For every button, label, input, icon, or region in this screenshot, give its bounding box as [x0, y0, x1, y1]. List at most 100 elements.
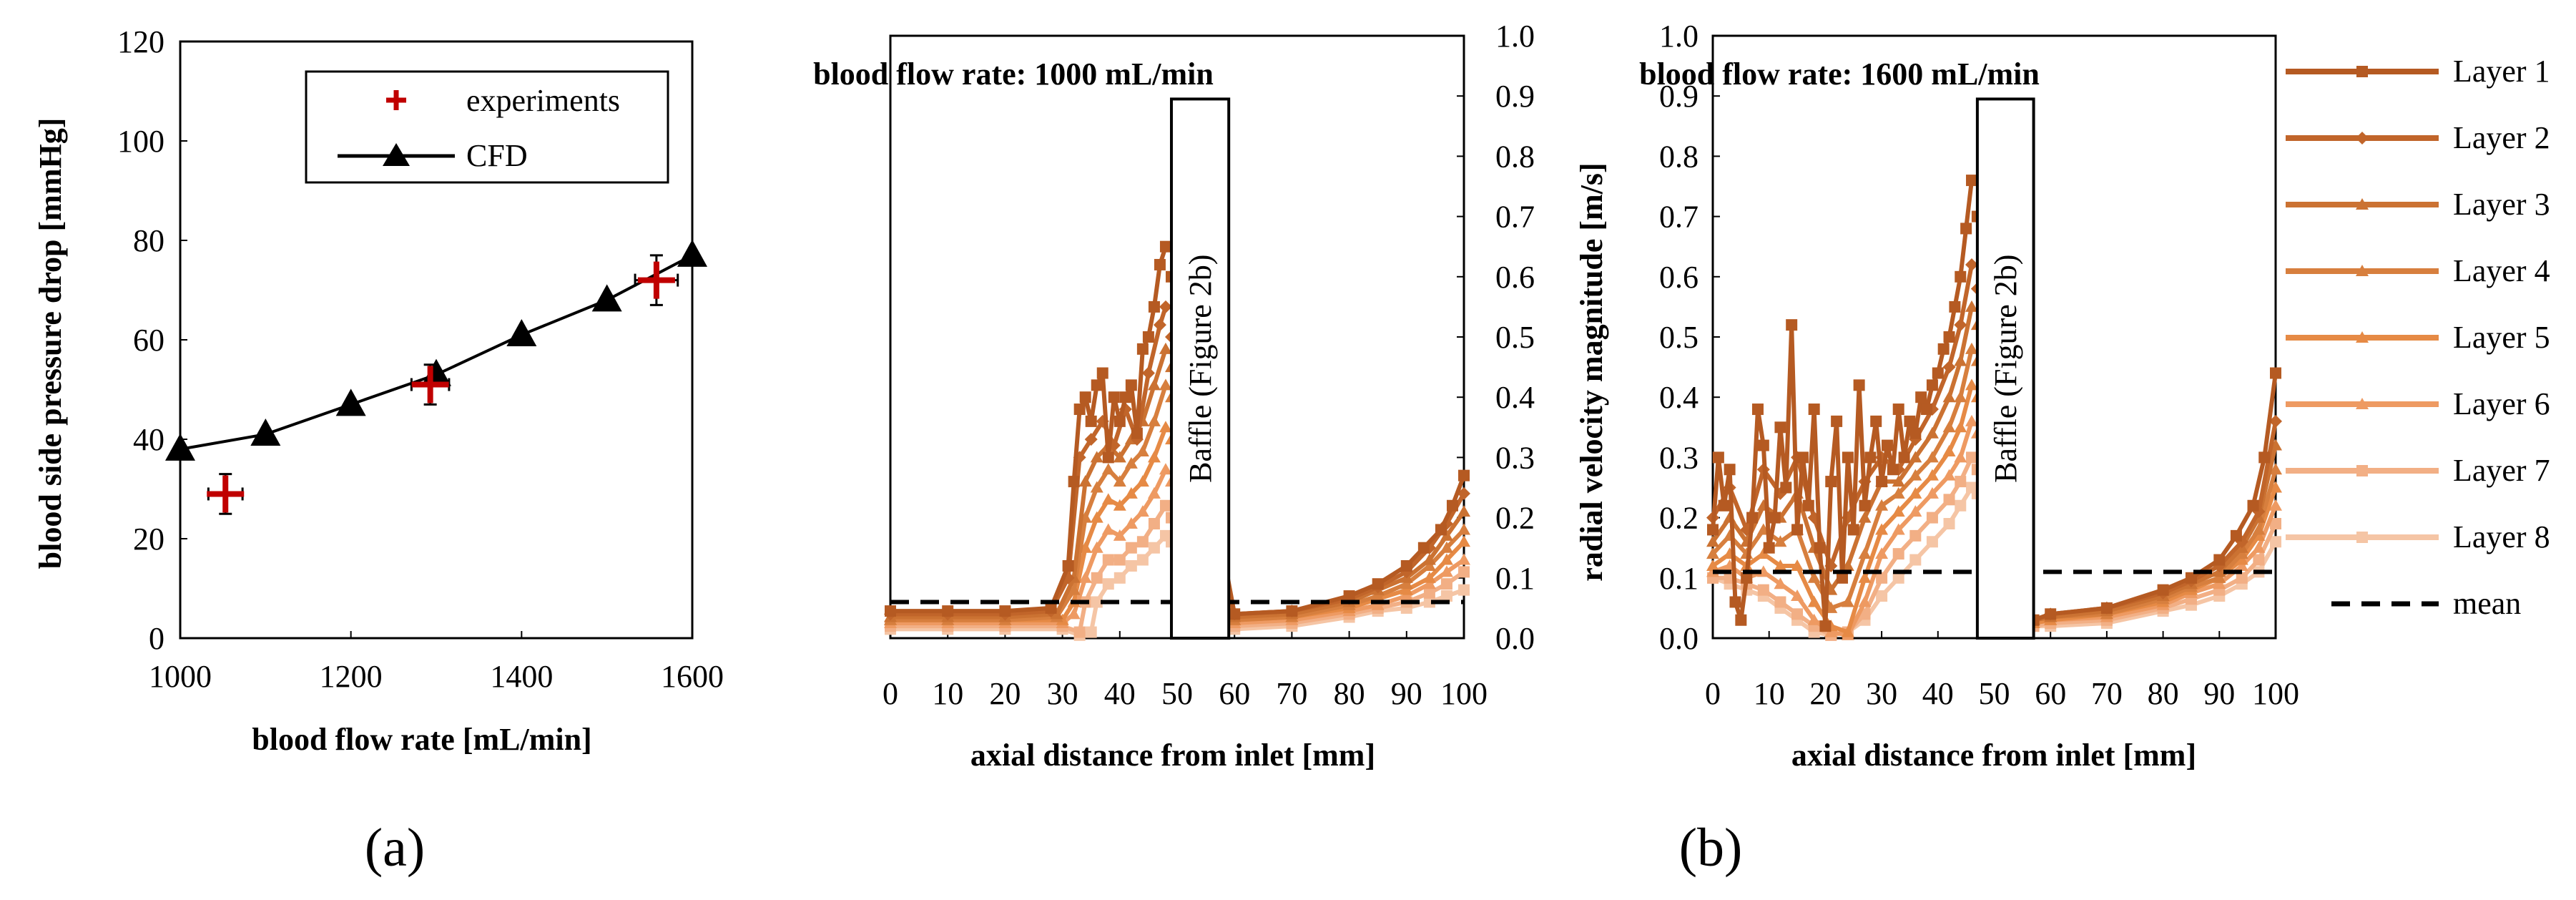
chart-b-1000-series-point	[1102, 554, 1114, 566]
chart-b-1000-series-point	[1458, 469, 1470, 481]
chart-b-1600-series-point	[1909, 554, 1922, 566]
chart-b-1600-series-point	[1763, 542, 1775, 554]
chart-b-1000-series-point	[1148, 518, 1160, 530]
chart-b-1000-series-point	[1067, 607, 1081, 620]
chart-b-1000-series-line	[890, 245, 1168, 614]
legend-layer-label: Layer 6	[2453, 386, 2550, 421]
chart-b-1000-series-point	[1119, 391, 1131, 403]
chart-b-1600-series-point	[1966, 451, 1978, 464]
chart-b-1000-series-point	[1125, 559, 1137, 572]
chart-b-1000-series-point	[1153, 318, 1166, 332]
chart-b-1600-ytick-label: 0.8	[1659, 139, 1699, 174]
chart-b-1000-series-point	[885, 605, 896, 617]
chart-b-1000-series-point	[1458, 584, 1470, 596]
chart-b-1000-series-point	[1125, 542, 1137, 554]
chart-b-1000-series-point	[1113, 451, 1126, 463]
chart-b-1000-series-point	[1457, 535, 1470, 547]
chart-b-1600-series-point	[1955, 476, 1967, 488]
chart-b-1600-series-point	[1909, 451, 1922, 463]
chart-b-1000-series-point	[1101, 523, 1115, 535]
chart-b-1000-series-line	[890, 426, 1168, 622]
chart-b-1000-series-point	[1124, 456, 1138, 469]
chart-b-1600-series-point	[1735, 614, 1747, 626]
chart-b-1000-series-point	[1102, 451, 1114, 464]
chart-b-1000-right-ytick-label: 0.6	[1495, 260, 1535, 295]
chart-b-1600-xtick-label: 0	[1705, 676, 1721, 711]
chart-b-1000-series-point	[1090, 451, 1103, 463]
chart-b-1600-series-point	[1746, 512, 1759, 524]
chart-b-1000-series-point	[1114, 554, 1126, 566]
chart-b-1000-series-point	[1078, 475, 1092, 487]
chart-b-1000-series-point	[1062, 559, 1074, 572]
chart-a-ytick-label: 80	[133, 223, 164, 258]
chart-b-1000-series-point	[1457, 553, 1470, 565]
chart-b-1600-xtick-label: 30	[1866, 676, 1897, 711]
chart-b-1000-series-point	[1440, 529, 1453, 541]
chart-b-1000-series-point	[1136, 343, 1149, 355]
chart-b-1600-series-point	[1925, 486, 1939, 499]
chart-b-1600-series-point	[2269, 481, 2282, 493]
chart-b-1600-ytick-label: 0.6	[1659, 260, 1699, 295]
chart-b-1000-series-point	[1113, 475, 1126, 487]
chart-b-1600-ytick-label: 0.4	[1659, 380, 1699, 415]
chart-b-1600-series-point	[2100, 602, 2113, 614]
chart-b-1000-series-point	[1056, 613, 1069, 625]
chart-b-1600-series-point	[1955, 270, 1967, 283]
chart-b-1600-series-point	[1774, 535, 1787, 547]
chart-b-1600: 0 10 20 30 40 50 60 70 80 90 100 0.0 0.1 0.2 0.3 0.4 0.5…	[1574, 19, 2299, 773]
chart-b-1000-series-point	[1286, 605, 1298, 617]
chart-b-1600-series-point	[1925, 451, 1939, 463]
chart-b-1000-series-point	[1147, 414, 1161, 426]
chart-b-1600-series-point	[2252, 523, 2266, 535]
chart-b-1600-series-point	[1741, 572, 1753, 584]
chart-b-legend: Layer 1 Layer 2 Layer 3 Layer 4 Layer 5 Layer…	[2286, 54, 2550, 621]
chart-b-1600-series-point	[2269, 414, 2282, 428]
chart-b-1000-xtick-label: 70	[1276, 676, 1307, 711]
cfd-line	[180, 254, 693, 451]
chart-b-1000-xtick-label: 10	[932, 676, 963, 711]
chart-b-1000-series-point	[1131, 427, 1143, 439]
chart-b-1600-series-point	[1858, 511, 1872, 523]
chart-b-1600-series-point	[1954, 421, 1967, 433]
chart-b-1000-series-point	[1372, 578, 1384, 590]
chart-b-1600-series-point	[1926, 512, 1938, 524]
chart-b-1600-series-point	[1892, 505, 1905, 517]
chart-b-1000-series-point	[1423, 587, 1435, 599]
chart-b-1600-series-point	[1943, 494, 1955, 506]
chart-b-1600-series-point	[1954, 318, 1967, 332]
chart-b-1600-series-point	[1965, 414, 1979, 426]
chart-b-1000-series-point	[1091, 572, 1103, 584]
chart-b-1000-series-point	[1102, 578, 1114, 590]
cfd-point	[506, 319, 537, 347]
chart-a-series	[165, 239, 707, 515]
chart-b-1000-series-point	[1343, 590, 1355, 602]
chart-b-1600-series-point	[2269, 499, 2282, 511]
chart-b-1600-series-point	[1943, 518, 1955, 530]
chart-b-1000-series-point	[1457, 505, 1470, 517]
chart-b-1000-right-ytick-label: 0.9	[1495, 79, 1535, 114]
chart-b-1600-series-point	[1774, 559, 1787, 571]
chart-b-1600-series-line	[1975, 469, 2278, 629]
legend-layer-label: Layer 4	[2453, 253, 2550, 288]
chart-b-1600-series-point	[1942, 469, 1956, 481]
chart-b-1000-series-point	[1090, 541, 1103, 553]
chart-b-1600-series-point	[1819, 620, 1832, 632]
legend-layer-label: Layer 2	[2453, 120, 2550, 155]
chart-b-1600-series-point	[1960, 222, 1972, 235]
chart-b-1000-series-point	[1085, 415, 1097, 427]
chart-b-1000-series-point	[942, 605, 954, 617]
chart-b-1600-series-point	[1892, 475, 1905, 487]
chart-b-1600-series-point	[1925, 426, 1939, 439]
chart-b-1600-series-point	[2258, 451, 2271, 464]
legend-layer-label: Layer 8	[2453, 519, 2550, 554]
legend-layer-label: Layer 7	[2453, 453, 2550, 488]
chart-b-1600-series-point	[1791, 590, 1804, 602]
chart-b-1000-xtick-label: 50	[1161, 676, 1193, 711]
chart-b-1600-series-point	[1942, 361, 1956, 374]
chart-b-1000-ticks: 0 10 20 30 40 50 60 70 80 90 1000.0 0.1 0.2 0.3 0.4 0.5…	[883, 19, 1535, 711]
chart-b-1000-series-point	[1457, 523, 1470, 535]
legend-layer-marker	[2356, 398, 2369, 409]
legend-layer-label: Layer 5	[2453, 320, 2550, 355]
chart-b-1600-xtick-label: 40	[1922, 676, 1954, 711]
chart-b-1600-xlabel: axial distance from inlet [mm]	[1791, 738, 2196, 773]
